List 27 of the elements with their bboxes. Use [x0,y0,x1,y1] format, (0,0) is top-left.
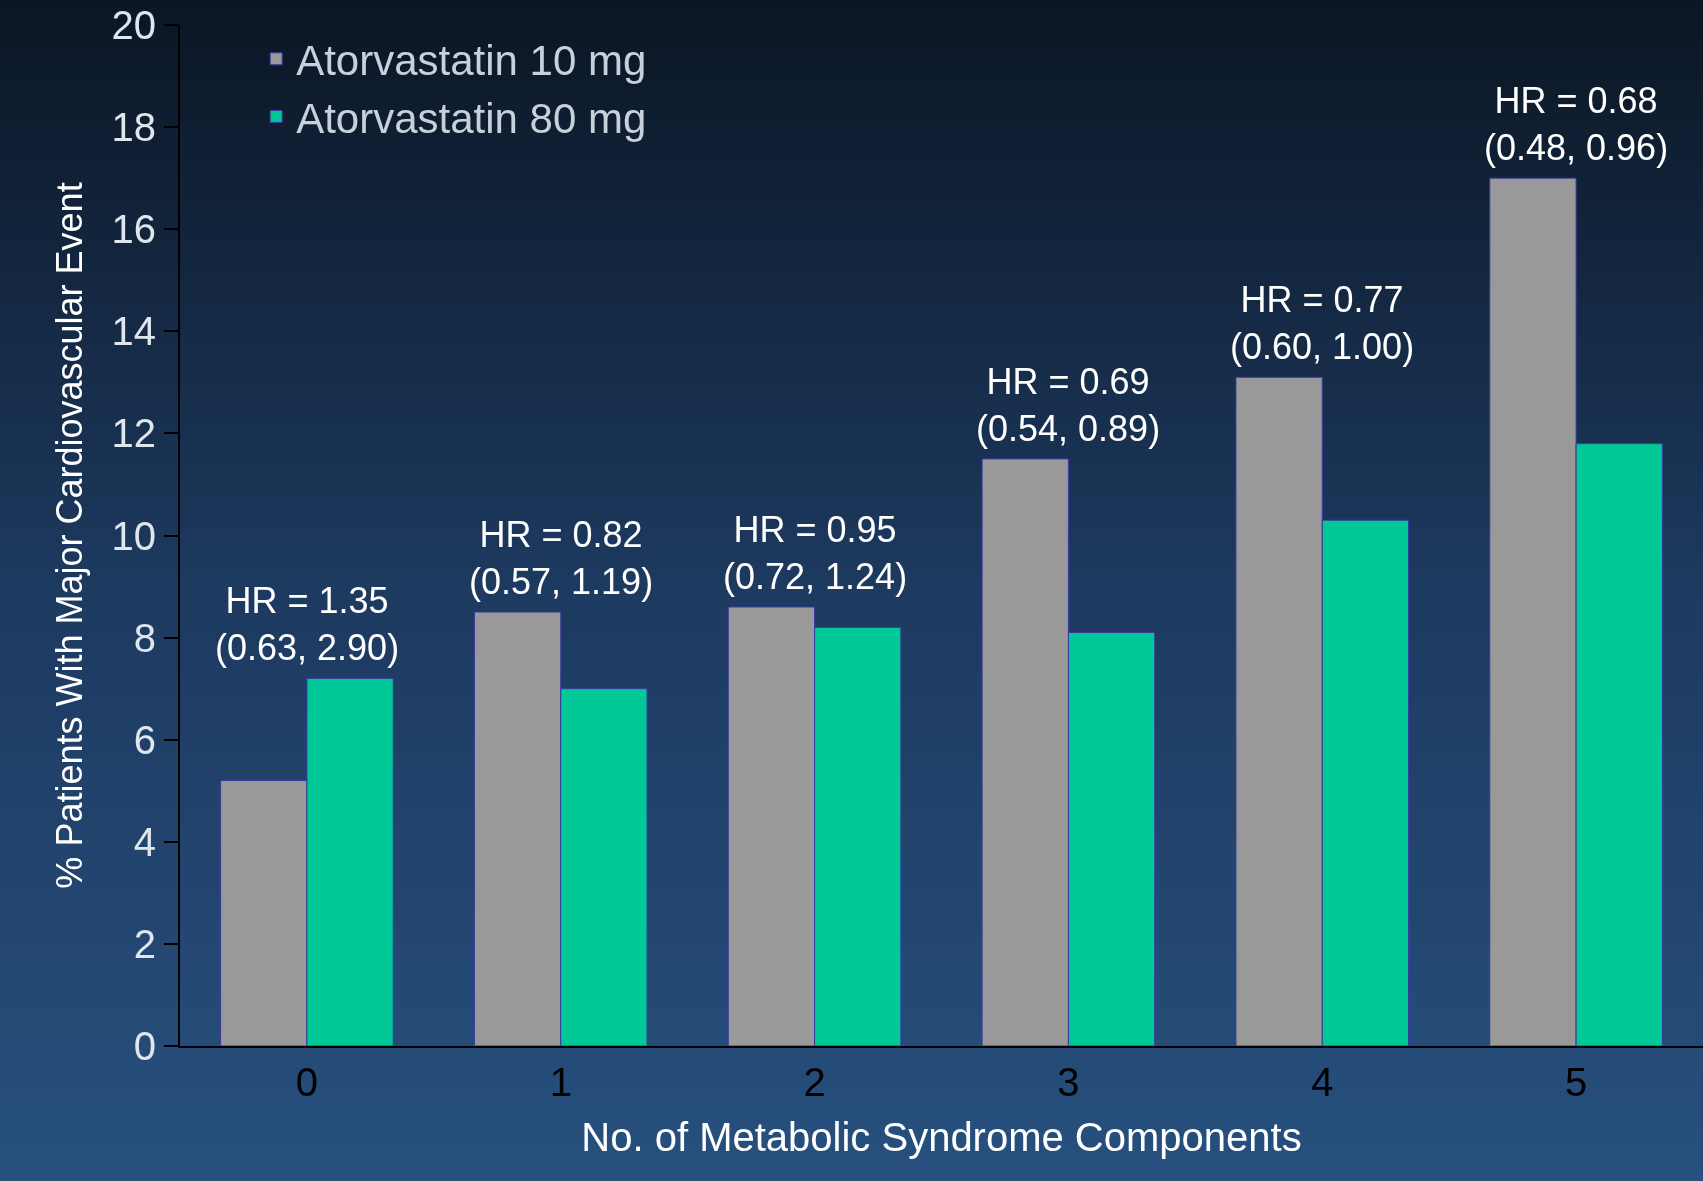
y-axis-title: % Patients With Major Cardiovascular Event [48,182,90,889]
y-tick-label: 14 [111,309,156,354]
y-tick-label: 16 [111,207,156,252]
y-tick-label: 12 [111,411,156,456]
x-axis-title: No. of Metabolic Syndrome Components [581,1115,1302,1159]
x-tick-label: 5 [1564,1060,1588,1104]
y-tick-label: 2 [133,921,156,966]
x-tick-label: 1 [549,1060,572,1104]
x-tick-label: 0 [295,1060,319,1104]
legend-label: Atorvastatin 80 mg [296,94,647,142]
y-tick-label: 6 [133,717,156,762]
annotation: HR = 0.95 (0.72, 1.24) [723,509,908,597]
y-tick-label: 18 [111,105,156,150]
annotation: HR = 0.82 (0.57, 1.19) [469,514,654,602]
legend-label: Atorvastatin 10 mg [296,37,647,85]
annotation: HR = 0.69 (0.54, 0.89) [976,361,1161,449]
y-tick-label: 0 [133,1024,156,1068]
x-tick-label: 4 [1311,1060,1334,1104]
y-tick-label: 4 [133,819,156,864]
y-tick-label: 20 [111,3,156,47]
x-tick-label: 2 [803,1060,826,1104]
annotation: HR = 0.68 (0.48, 0.96) [1484,80,1669,168]
y-tick-label: 10 [111,513,156,558]
x-tick-label: 3 [1057,1060,1080,1104]
annotation: HR = 0.77 (0.60, 1.00) [1230,279,1415,367]
y-tick-label: 8 [133,615,156,660]
annotation: HR = 1.35 (0.63, 2.90) [215,580,400,668]
